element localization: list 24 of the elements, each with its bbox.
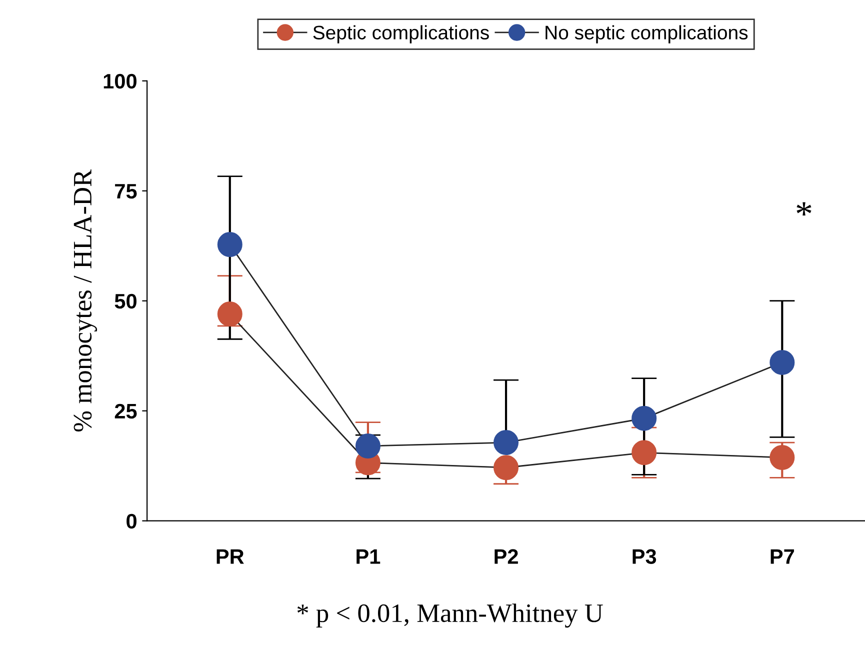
point (217, 232, 242, 258)
x-tick-label: P1 (356, 549, 380, 564)
y-axis-title: % monocytes / HLA-DR (74, 169, 98, 432)
legend-label: Septic complications (313, 25, 489, 44)
y-tick-label: 75 (115, 184, 137, 199)
point (217, 302, 242, 327)
point (770, 350, 795, 375)
text: * p < 0.01, Mann-Whitney U (297, 604, 603, 628)
y-tick-label: 50 (114, 294, 136, 309)
point (632, 440, 657, 466)
y-tick-label: 100 (104, 74, 136, 89)
y-tick-label: 0 (126, 514, 136, 529)
y-tick-label: 25 (114, 404, 137, 419)
annotation: * (796, 202, 812, 216)
point (494, 430, 519, 456)
x-tick-label: P3 (632, 549, 656, 564)
x-tick-label: P7 (770, 549, 794, 564)
x-tick-label: P2 (494, 549, 518, 564)
x-tick-label: PR (216, 549, 244, 564)
point (355, 434, 380, 459)
point (770, 444, 795, 470)
point (632, 406, 657, 431)
point (494, 455, 519, 480)
legend-label: No septic complications (546, 25, 748, 44)
